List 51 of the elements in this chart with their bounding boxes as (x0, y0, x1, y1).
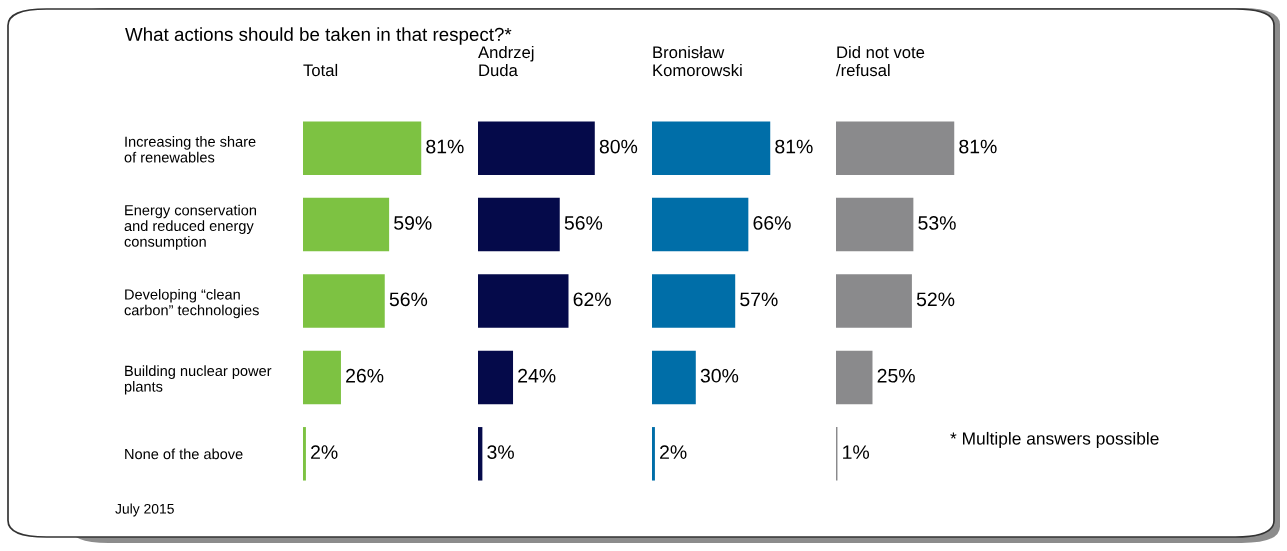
data-label: 56% (564, 216, 603, 230)
chart-title: Did not vote /refusal (836, 45, 925, 77)
bar (836, 121, 955, 175)
data-label: 80% (599, 139, 638, 154)
bar (836, 197, 914, 252)
data-label: 24% (518, 368, 556, 383)
bar (303, 350, 341, 405)
data-label: 3% (487, 445, 514, 460)
data-label: 25% (877, 368, 915, 383)
data-label: 52% (916, 292, 955, 307)
data-label: 53% (918, 216, 956, 230)
data-label: 59% (394, 216, 432, 230)
data-label: 30% (700, 368, 739, 383)
bar (303, 197, 390, 252)
data-label: 26% (346, 368, 384, 383)
bar (478, 274, 569, 328)
chart-title: Total (303, 63, 338, 77)
data-label: 81% (959, 139, 997, 154)
data-label: 57% (740, 292, 778, 307)
data-label: 81% (775, 139, 813, 154)
y-tick-label: None of the above (125, 448, 243, 460)
text: What actions should be taken in that respect?* (125, 27, 512, 45)
bar (478, 427, 483, 481)
bar (652, 197, 749, 252)
data-label: 56% (389, 292, 428, 307)
data-label: 66% (753, 216, 791, 230)
chart-title: Andrzej Duda (478, 45, 534, 77)
data-label: 2% (660, 445, 687, 459)
bar (478, 350, 514, 405)
y-tick-label: Energy conservation and reduced energy consumption (124, 204, 256, 250)
bar (303, 427, 306, 481)
y-tick-label: Building nuclear power plants (124, 365, 272, 395)
data-label: 1% (843, 445, 870, 459)
bar (303, 274, 385, 328)
annotation: * Multiple answers possible (950, 431, 1159, 449)
bar (303, 121, 422, 175)
text: July 2015 (115, 503, 174, 517)
bar (836, 350, 873, 405)
bar (652, 121, 771, 175)
bar (836, 274, 912, 328)
y-tick-label: Developing “clean carbon” technologies (124, 288, 259, 319)
data-label: 62% (573, 292, 611, 307)
data-label: 2% (311, 445, 338, 459)
bar (652, 427, 655, 481)
bar (478, 121, 595, 175)
bar (652, 350, 696, 405)
bar (652, 274, 736, 328)
data-label: 81% (426, 139, 464, 154)
chart-title: Bronisław Komorowski (653, 45, 742, 77)
bar (478, 197, 560, 252)
y-tick-label: Increasing the share of renewables (124, 136, 256, 163)
